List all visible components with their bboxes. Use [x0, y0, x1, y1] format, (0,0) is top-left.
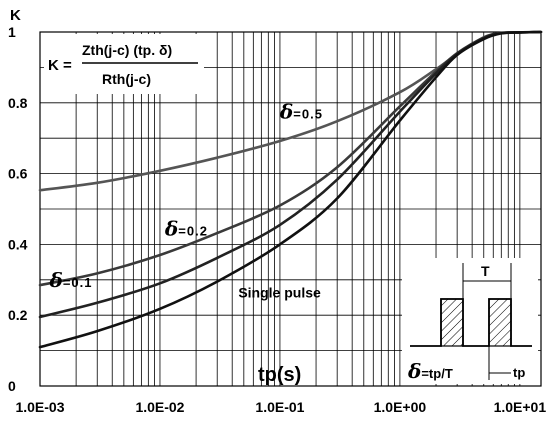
curve-label-value: =0.5	[293, 107, 323, 122]
pulse-1	[440, 298, 464, 347]
duty-cycle-inset: T tp δ=tp/T	[402, 258, 538, 384]
duty-cycle-delta: δ	[407, 359, 421, 383]
formula-denominator: Rth(j-c)	[102, 71, 151, 87]
curve-label-delta: δ	[164, 217, 178, 241]
y-tick-label: 0.4	[8, 236, 28, 252]
curves	[38, 30, 543, 349]
x-axis-label: tp(s)	[258, 364, 301, 386]
curve-label-delta: δ	[279, 100, 293, 124]
curve-label-1: δ=0.2	[164, 217, 208, 241]
curve-label-2: δ=0.1	[48, 268, 92, 292]
y-tick-label: 0.2	[8, 307, 28, 323]
tick-labels: 1.0E-03 1.0E-02 1.0E-01 1.0E+00 1.0E+01 0 0.2 0…	[8, 24, 546, 415]
curve-label-value: =0.2	[178, 224, 208, 239]
curve-label-value: =0.1	[63, 275, 93, 290]
x-tick-label: 1.0E-03	[15, 399, 64, 415]
y-tick-label: 1	[8, 24, 16, 40]
y-tick-label: 0	[8, 378, 16, 394]
plot-frame	[39, 31, 542, 387]
formula-numerator: Zth(j-c) (tp. δ)	[82, 42, 172, 58]
y-tick-label: 0.6	[8, 166, 28, 182]
duty-cycle-formula: δ=tp/T	[407, 359, 453, 383]
period-label: T	[481, 263, 490, 279]
pulse-waveform	[410, 298, 532, 347]
y-tick-label: 0.8	[8, 95, 28, 111]
x-tick-label: 1.0E+01	[494, 399, 547, 415]
curve-label-0: δ=0.5	[279, 100, 323, 124]
duty-cycle-formula-rest: =tp/T	[421, 366, 452, 381]
formula-background	[44, 34, 204, 94]
x-tick-label: 1.0E-01	[255, 399, 304, 415]
curve-series-3	[38, 30, 543, 349]
y-axis-label: K	[10, 7, 21, 24]
formula: K = Zth(j-c) (tp. δ) Rth(j-c)	[44, 34, 204, 94]
x-tick-label: 1.0E-02	[135, 399, 184, 415]
pulse-2	[488, 298, 512, 347]
formula-lhs: K =	[48, 57, 72, 74]
inset-background	[402, 258, 538, 384]
curve-label-3: Single pulse	[238, 285, 321, 301]
x-tick-label: 1.0E+00	[374, 399, 427, 415]
curve-label-delta: δ	[48, 268, 62, 292]
pulse-width-label: tp	[513, 365, 525, 380]
